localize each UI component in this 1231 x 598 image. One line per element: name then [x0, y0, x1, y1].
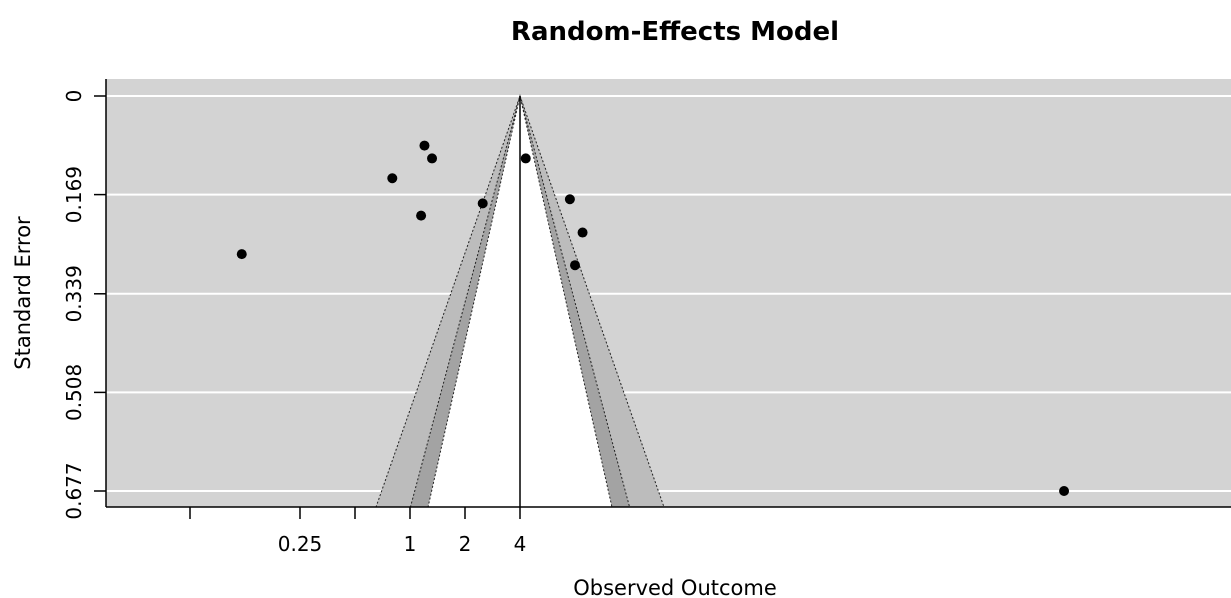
contour-edge: [375, 94, 665, 508]
data-points: [236, 140, 1070, 496]
data-point: [416, 210, 427, 221]
gridlines: [106, 95, 1231, 492]
data-point: [427, 153, 438, 164]
y-tick-label: 0.339: [62, 265, 86, 322]
y-tick-label: 0.169: [62, 166, 86, 223]
y-tick-label: 0.508: [62, 364, 86, 421]
y-axis-ticks: 0 0.169 0.339 0.508 0.677: [62, 90, 106, 520]
data-point: [520, 153, 531, 164]
x-tick-label: 0.25: [278, 532, 323, 556]
data-point: [577, 227, 588, 238]
x-axis-label: Observed Outcome: [573, 576, 777, 598]
data-point: [236, 249, 247, 260]
data-point: [419, 140, 430, 151]
y-tick-label: 0: [62, 90, 86, 103]
data-point: [477, 198, 488, 209]
data-point: [1059, 486, 1070, 496]
data-point: [564, 194, 575, 205]
x-tick-label: 2: [459, 532, 472, 556]
x-axis-ticks: 0.25 1 2 4: [189, 507, 527, 556]
y-axis-label: Standard Error: [11, 216, 35, 370]
x-tick-label: 4: [514, 532, 527, 556]
chart-title: Random-Effects Model: [511, 17, 839, 47]
x-tick-label: 1: [404, 532, 417, 556]
axes: [105, 79, 1231, 508]
y-tick-label: 0.677: [62, 462, 86, 519]
data-point: [570, 260, 580, 271]
data-point: [387, 173, 398, 184]
